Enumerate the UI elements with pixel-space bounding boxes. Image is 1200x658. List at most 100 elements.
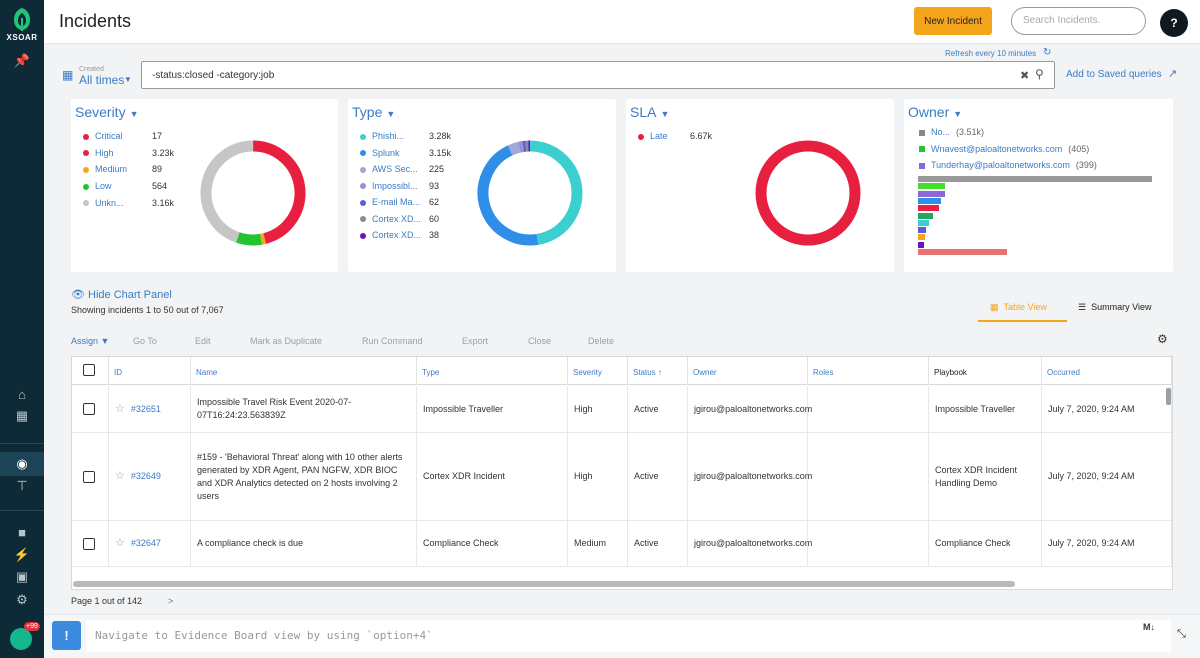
owner-bar[interactable] xyxy=(918,219,929,226)
home-icon[interactable]: ⌂ xyxy=(18,386,26,402)
type-legend-item[interactable]: E-mail Ma... xyxy=(360,197,420,207)
goto-button[interactable]: Go To xyxy=(133,336,157,346)
severity-legend-item[interactable]: Unkn... xyxy=(83,198,124,208)
owner-bar[interactable] xyxy=(918,234,926,241)
owner-title-button[interactable]: Owner ▼ xyxy=(908,104,962,120)
column-header-status[interactable]: Status ↑ xyxy=(628,357,688,385)
star-icon[interactable]: ☆ xyxy=(115,470,125,482)
run-command-button[interactable]: Run Command xyxy=(362,336,423,346)
sla-legend-item[interactable]: Late xyxy=(638,131,668,141)
created-period-select[interactable]: All times xyxy=(79,73,125,87)
star-icon[interactable]: ☆ xyxy=(115,402,125,415)
hide-chart-panel-button[interactable]: 👁 Hide Chart Panel xyxy=(71,288,172,301)
export-button[interactable]: Export xyxy=(462,336,489,346)
incident-id-link[interactable]: #32651 xyxy=(130,403,161,414)
row-checkbox[interactable] xyxy=(83,470,95,483)
table-row[interactable]: ☆ #32649 #159 - 'Behavioral Threat' along … xyxy=(72,433,1172,521)
owner-bar[interactable] xyxy=(918,241,924,248)
automation-icon[interactable]: ⚡ xyxy=(13,547,31,562)
column-header-playbook[interactable]: Playbook xyxy=(929,357,1042,385)
column-header-owner[interactable]: Owner xyxy=(688,357,808,385)
sla-title-button[interactable]: SLA ▼ xyxy=(630,104,669,120)
donut-slice[interactable] xyxy=(477,145,539,246)
column-header-severity[interactable]: Severity xyxy=(568,357,628,385)
donut-slice[interactable] xyxy=(200,140,254,243)
owner-bar[interactable] xyxy=(918,227,927,234)
horizontal-scrollbar[interactable] xyxy=(73,581,1015,587)
column-header-occurred[interactable]: Occurred xyxy=(1042,357,1172,385)
cell-id[interactable]: ☆ #32647 xyxy=(109,521,191,566)
incident-id-link[interactable]: #32649 xyxy=(130,471,161,481)
refresh-icon[interactable]: ↻ xyxy=(1043,47,1052,58)
add-to-saved-queries-link[interactable]: Add to Saved queries xyxy=(1066,69,1162,80)
donut-slice[interactable] xyxy=(236,232,263,246)
cell-id[interactable]: ☆ #32649 xyxy=(109,433,191,520)
owner-bar[interactable] xyxy=(918,212,934,219)
dashboard-icon[interactable]: ▦ xyxy=(15,408,29,423)
help-button[interactable]: ? xyxy=(1160,9,1188,37)
donut-slice[interactable] xyxy=(253,140,306,244)
chevron-down-icon[interactable]: ▼ xyxy=(124,75,132,84)
delete-button[interactable]: Delete xyxy=(588,336,615,346)
severity-legend-item[interactable]: Critical xyxy=(83,131,123,141)
owner-legend-item[interactable]: Tunderhay@paloaltonetworks.com (399) xyxy=(919,160,1097,170)
vertical-scrollbar[interactable] xyxy=(1166,388,1171,405)
owner-bar[interactable] xyxy=(918,176,1152,182)
select-all-checkbox[interactable] xyxy=(83,364,95,376)
type-legend-item[interactable]: Splunk xyxy=(360,148,400,158)
severity-legend-item[interactable]: Medium xyxy=(83,164,127,174)
jobs-icon[interactable]: ⊤ xyxy=(16,478,28,493)
row-checkbox[interactable] xyxy=(83,537,95,550)
assign-button[interactable]: Assign ▼ xyxy=(71,336,109,346)
tab-summary-view[interactable]: ☰ Summary View xyxy=(1078,302,1151,313)
table-row[interactable]: ☆ #32647 A compliance check is due Complian… xyxy=(72,521,1172,567)
donut-slice[interactable] xyxy=(260,233,267,245)
severity-legend-item[interactable]: High xyxy=(83,148,114,158)
type-legend-item[interactable]: AWS Sec... xyxy=(360,164,418,174)
owner-legend-item[interactable]: No... (3.51k) xyxy=(919,127,984,137)
settings-icon[interactable]: ⚙ xyxy=(16,592,28,607)
column-header-id[interactable]: ID xyxy=(109,357,191,385)
column-header-type[interactable]: Type xyxy=(417,357,568,385)
mark-duplicate-button[interactable]: Mark as Duplicate xyxy=(250,336,323,346)
type-legend-item[interactable]: Cortex XD... xyxy=(360,214,421,224)
search-icon[interactable]: ⚲ xyxy=(1035,67,1044,81)
incident-id-link[interactable]: #32647 xyxy=(130,538,161,548)
owner-bar[interactable] xyxy=(918,205,940,212)
owner-bar[interactable] xyxy=(918,249,1007,255)
markdown-icon[interactable]: M↓ xyxy=(1143,622,1155,632)
type-legend-item[interactable]: Phishi... xyxy=(360,131,404,141)
new-incident-button[interactable]: New Incident xyxy=(914,7,992,35)
row-checkbox[interactable] xyxy=(83,403,95,415)
marketplace-icon[interactable]: ▣ xyxy=(15,569,29,584)
cli-hint-icon[interactable]: ! xyxy=(52,621,81,650)
owner-legend-item[interactable]: Wnavest@paloaltonetworks.com (405) xyxy=(919,144,1089,154)
cell-id[interactable]: ☆ #32651 xyxy=(109,386,191,432)
severity-title-button[interactable]: Severity ▼ xyxy=(75,104,139,120)
tab-table-view[interactable]: ▦ Table View xyxy=(978,294,1067,322)
donut-slice[interactable] xyxy=(529,140,583,245)
column-header-roles[interactable]: Roles xyxy=(808,357,929,385)
owner-bar[interactable] xyxy=(918,183,945,190)
sidebar-item-incidents[interactable] xyxy=(0,452,44,476)
gear-icon[interactable]: ⚙ xyxy=(1157,332,1168,346)
user-avatar[interactable] xyxy=(10,628,32,650)
donut-slice[interactable] xyxy=(507,141,521,156)
expand-icon[interactable]: ⤡ xyxy=(1177,628,1186,640)
owner-bar[interactable] xyxy=(918,197,942,204)
cli-input[interactable]: Navigate to Evidence Board view by using… xyxy=(86,620,1171,652)
search-input[interactable]: Search Incidents. xyxy=(1011,7,1146,35)
donut-slice[interactable] xyxy=(755,140,861,246)
donut-slice[interactable] xyxy=(518,141,525,153)
star-icon[interactable]: ☆ xyxy=(115,537,125,549)
edit-button[interactable]: Edit xyxy=(195,336,211,346)
type-title-button[interactable]: Type ▼ xyxy=(352,104,395,120)
column-header-name[interactable]: Name xyxy=(191,357,417,385)
type-legend-item[interactable]: Cortex XD... xyxy=(360,230,421,240)
type-legend-item[interactable]: Impossibl... xyxy=(360,181,418,191)
table-row[interactable]: ☆ #32651 Impossible Travel Risk Event 2020… xyxy=(72,386,1172,433)
owner-bar[interactable] xyxy=(918,190,945,197)
playbooks-icon[interactable]: ■ xyxy=(18,524,26,540)
pin-icon[interactable]: 📌 xyxy=(13,53,31,68)
severity-legend-item[interactable]: Low xyxy=(83,181,112,191)
